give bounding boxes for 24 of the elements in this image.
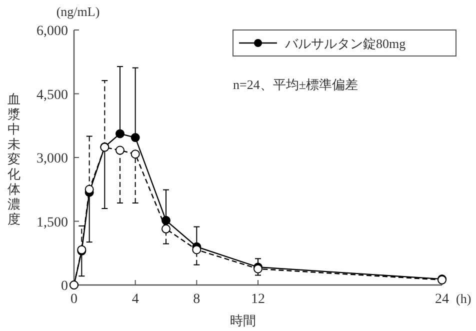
x-tick-label: 24 <box>435 292 449 307</box>
y-tick-label: 0 <box>61 279 68 294</box>
y-tick-label: 6,000 <box>36 24 68 39</box>
point <box>162 224 170 234</box>
point <box>130 150 140 159</box>
text: 血漿中未変化体濃度 <box>8 92 20 226</box>
point <box>116 129 124 138</box>
point <box>130 133 140 142</box>
legend-label: バルサルタン錠80mg <box>284 36 406 51</box>
y-tick-label: 4,500 <box>36 88 68 103</box>
y-tick-label: 1,500 <box>36 215 68 230</box>
x-tick-label: 8 <box>193 292 200 307</box>
x-axis-title: 時間 <box>230 313 256 328</box>
annotation: n=24、平均±標準偏差 <box>233 77 358 92</box>
x-tick-label: 0 <box>70 292 78 307</box>
text: (ng/mL) <box>56 4 100 19</box>
point <box>162 216 170 225</box>
point <box>84 184 94 194</box>
point <box>192 245 202 254</box>
x-tick-label: 12 <box>251 292 265 307</box>
point <box>116 146 124 155</box>
x-tick-label: 4 <box>132 292 139 307</box>
y-tick-label: 3,000 <box>36 152 68 166</box>
text: (h) <box>456 291 472 306</box>
